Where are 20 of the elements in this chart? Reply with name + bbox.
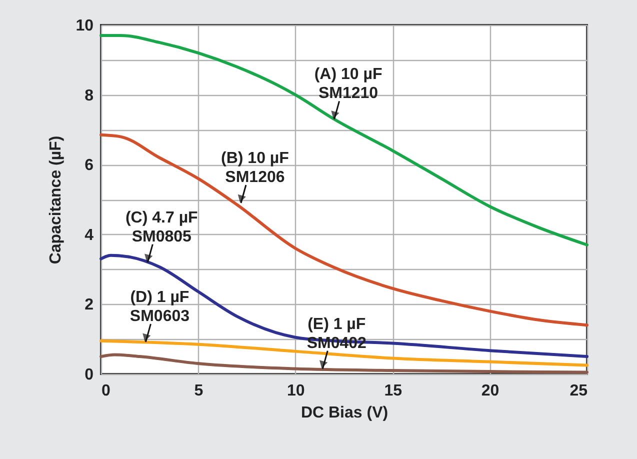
- y-tick-label: 4: [84, 226, 94, 244]
- y-tick-label: 8: [84, 87, 94, 104]
- x-tick-label: 0: [102, 382, 110, 400]
- y-axis-title: Capacitance (µF): [48, 136, 65, 264]
- x-tick-label: 5: [194, 382, 204, 400]
- y-tick-label: 2: [84, 296, 94, 314]
- x-tick-label: 20: [481, 382, 500, 400]
- annotation: (A) 10 µF SM1210: [314, 66, 382, 102]
- annotation: (B) 10 µF SM1206: [221, 150, 290, 186]
- y-tick-label: 10: [76, 18, 94, 34]
- x-tick-label: 15: [384, 382, 402, 400]
- line-series: [100, 254, 588, 358]
- annotation: (D) 1 µF SM0603: [130, 288, 190, 325]
- x-axis-title: DC Bias (V): [300, 404, 388, 422]
- x-tick-label: 25: [570, 382, 588, 400]
- x-tick-label: 10: [287, 382, 305, 400]
- line-series: [100, 34, 588, 246]
- y-tick-label: 6: [84, 157, 94, 174]
- y-tick-label: 0: [84, 366, 94, 384]
- annotation: (C) 4.7 µF SM0805: [125, 209, 198, 246]
